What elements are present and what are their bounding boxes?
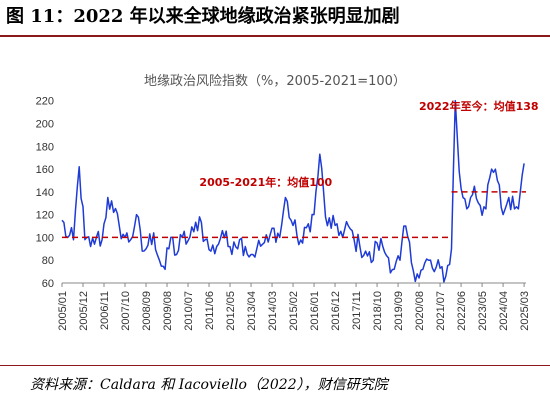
- x-tick-label: 2007/10: [120, 291, 132, 331]
- x-tick-label: 2006/11: [99, 291, 111, 330]
- y-tick-label: 80: [42, 255, 54, 267]
- x-tick-label: 2024/04: [498, 291, 510, 331]
- x-tick-label: 2017/11: [351, 291, 363, 330]
- x-tick-label: 2008/09: [141, 291, 153, 331]
- x-tick-label: 2021/07: [435, 291, 447, 331]
- x-tick-label: 2020/08: [414, 291, 426, 331]
- x-tick-label: 2014/03: [267, 291, 279, 331]
- x-tick-label: 2015/02: [288, 291, 300, 331]
- x-tick-label: 2025/03: [519, 291, 531, 331]
- x-tick-label: 2016/01: [309, 291, 321, 331]
- y-tick-label: 160: [36, 164, 54, 176]
- figure-title: 图 11：2022 年以来全球地缘政治紧张明显加剧: [6, 6, 400, 27]
- x-tick-label: 2009/08: [162, 291, 174, 331]
- title-rule: [0, 35, 550, 37]
- x-tick-label: 2011/06: [204, 291, 216, 330]
- x-tick-label: 2005/12: [78, 291, 90, 331]
- source-rule: [0, 365, 550, 366]
- x-tick-label: 2005/01: [57, 291, 69, 331]
- series-layer: [61, 99, 525, 283]
- y-tick-label: 60: [42, 278, 54, 290]
- x-tick-label: 2019/09: [393, 291, 405, 331]
- source-note: 资料来源：Caldara 和 Iacoviello（2022），财信研究院: [30, 377, 388, 393]
- y-tick-label: 140: [36, 187, 54, 199]
- risk-index-chart: 地缘政治风险指数（%，2005-2021=100） 60 80 100 120 140 1…: [36, 74, 539, 331]
- x-tick-label: 2018/10: [372, 291, 384, 331]
- y-tick-label: 120: [36, 210, 54, 222]
- x-tick-label: 2022/06: [456, 291, 468, 331]
- chart-title: 地缘政治风险指数（%，2005-2021=100）: [144, 74, 406, 89]
- y-tick-label: 220: [36, 96, 54, 108]
- x-tick-label: 2012/05: [225, 291, 237, 331]
- x-tick-label: 2016/12: [330, 291, 342, 331]
- y-tick-label: 200: [36, 118, 54, 130]
- y-axis: 60 80 100 120 140 160 180 200 220: [36, 96, 54, 290]
- mean-annotation: 2022年至今：均值138: [419, 99, 539, 113]
- mean-annotation: 2005-2021年：均值100: [199, 175, 332, 189]
- x-tick-label: 2023/05: [477, 291, 489, 331]
- x-tick-label: 2013/04: [246, 291, 258, 331]
- y-tick-label: 100: [36, 232, 54, 244]
- mean-layer: 2005-2021年：均值100 2022年至今：均值138: [62, 99, 539, 239]
- series-line: [61, 99, 525, 283]
- x-axis: 2005/01 2005/12 2006/11 2007/10 2008/09 2009/…: [57, 282, 531, 331]
- x-tick-label: 2010/07: [183, 291, 195, 331]
- y-tick-label: 180: [36, 141, 54, 153]
